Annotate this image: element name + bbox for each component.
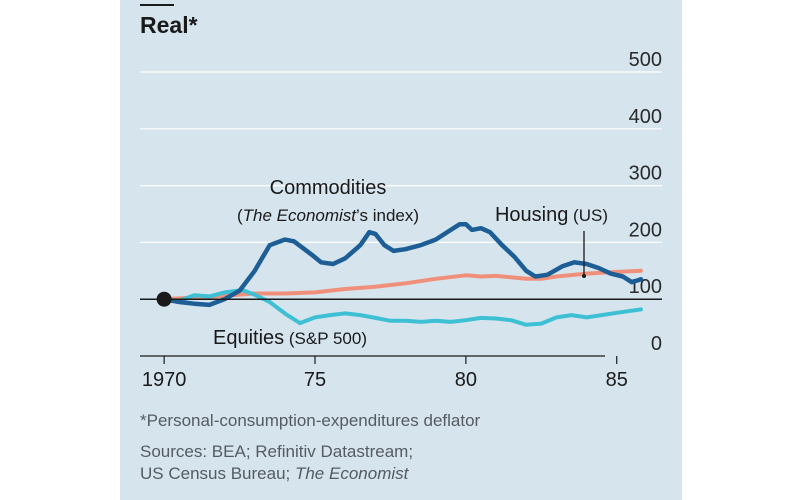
housing-label: Housing (US)	[495, 204, 608, 226]
y-tick-label-500: 500	[629, 49, 662, 71]
series-lines	[140, 221, 662, 327]
commodities-label: Commodities	[270, 177, 387, 199]
x-tick-label-1985: 85	[606, 369, 628, 391]
chart-title: Real*	[140, 12, 198, 38]
sources-line-1: Sources: BEA; Refinitiv Datastream;	[140, 442, 414, 461]
deflator-footnote: *Personal-consumption-expenditures defla…	[140, 411, 481, 430]
title-rule	[140, 4, 174, 6]
start-marker	[156, 291, 172, 307]
series-line-commodities	[161, 221, 644, 308]
y-tick-label-400: 400	[629, 106, 662, 128]
x-tick-label-1970: 1970	[142, 369, 187, 391]
x-tick-label-1980: 80	[455, 369, 477, 391]
x-axis: 1970 75 80 85	[140, 355, 628, 391]
commodities-sublabel: (The Economist’s index)	[237, 206, 419, 225]
equities-label: Equities (S&P 500)	[213, 327, 367, 349]
sources-line-2: US Census Bureau; The Economist	[140, 464, 409, 483]
y-tick-label-300: 300	[629, 163, 662, 185]
housing-pointer-dot	[582, 274, 586, 278]
series-line-equities	[162, 288, 643, 327]
grid-lines	[140, 71, 662, 243]
x-tick-label-1975: 75	[304, 369, 326, 391]
y-tick-label-0: 0	[651, 333, 662, 355]
y-tick-label-200: 200	[629, 219, 662, 241]
